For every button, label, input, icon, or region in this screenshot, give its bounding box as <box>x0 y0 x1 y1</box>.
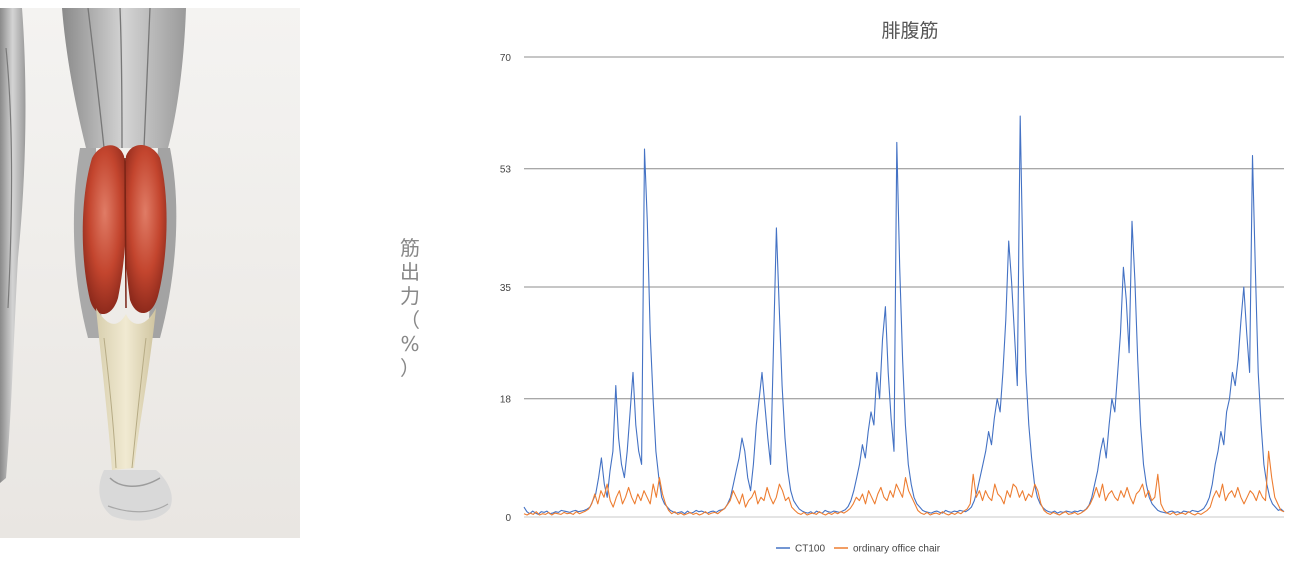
y-axis-label: 筋 出 力 （ % ） <box>398 236 422 380</box>
y-tick-label: 0 <box>505 513 511 524</box>
y-axis-label-char: 筋 <box>400 236 420 260</box>
legend-label: ordinary office chair <box>853 544 941 555</box>
y-axis-label-char: 力 <box>400 284 420 308</box>
y-axis-label-char: （ <box>400 308 420 332</box>
calf-muscle-illustration <box>0 8 300 538</box>
y-axis-label-char: % <box>400 332 420 356</box>
chart-title: 腓腹筋 <box>881 20 938 42</box>
y-axis-label-char: ） <box>400 356 420 380</box>
y-tick-label: 53 <box>500 165 512 176</box>
calf-anatomy-image <box>0 8 300 538</box>
legend-label: CT100 <box>795 544 825 555</box>
y-tick-label: 35 <box>500 283 512 294</box>
y-axis-label-char: 出 <box>400 260 420 284</box>
series-line-office-chair <box>523 450 1285 516</box>
emg-line-chart: 腓腹筋 0 18 35 53 70 CT100 ordinary office chair <box>500 20 1285 555</box>
y-tick-label: 18 <box>500 395 512 406</box>
series-line-ct100 <box>523 115 1285 515</box>
y-tick-label: 70 <box>500 53 512 64</box>
